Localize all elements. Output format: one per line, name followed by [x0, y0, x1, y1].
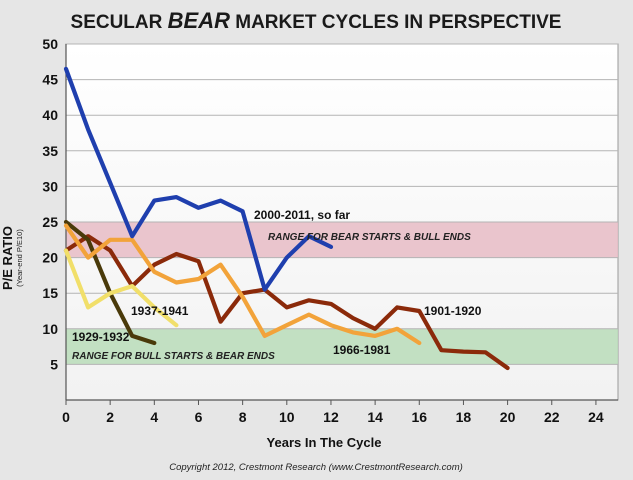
y-axis-sublabel-group: (Year-end P/E10) — [15, 229, 24, 287]
x-tick-label-9: 16 — [411, 409, 427, 425]
y-axis-label: P/E RATIO — [0, 226, 15, 290]
range-band-label-2: RANGE FOR BULL STARTS & BEAR ENDS — [72, 351, 275, 362]
chart-title-part-3: MARKET CYCLES IN PERSPECTIVE — [230, 12, 562, 33]
x-tick-label-10: 18 — [456, 409, 472, 425]
y-tick-label-7: 35 — [42, 143, 58, 159]
series-label-5: 2000-2011, so far — [254, 208, 350, 222]
chart-title-part-1: SECULAR — [71, 12, 168, 33]
x-axis-label: Years In The Cycle — [267, 435, 382, 450]
range-band-1 — [66, 222, 618, 258]
x-tick-label-7: 12 — [323, 409, 339, 425]
y-axis-label-group: P/E RATIO — [0, 226, 15, 290]
series-line-1 — [63, 234, 510, 371]
x-tick-label-1: 0 — [62, 409, 70, 425]
y-tick-label-10: 50 — [42, 36, 58, 52]
x-tick-label-12: 22 — [544, 409, 560, 425]
labels-layer: RANGE FOR BEAR STARTS & BULL ENDS RANGE F… — [72, 208, 482, 362]
x-tick-label-3: 4 — [150, 409, 158, 425]
y-tick-label-8: 40 — [42, 107, 58, 123]
y-tick-label-2: 10 — [42, 321, 58, 337]
y-tick-label-5: 25 — [42, 214, 58, 230]
x-tick-label-4: 6 — [195, 409, 203, 425]
range-band-2 — [66, 328, 618, 365]
x-tick-label-8: 14 — [367, 409, 383, 425]
x-tick-label-5: 8 — [239, 409, 247, 425]
x-tick-label-6: 10 — [279, 409, 295, 425]
y-tick-label-9: 45 — [42, 72, 58, 88]
series-label-1: 1901-1920 — [424, 304, 482, 318]
y-tick-label-1: 5 — [50, 356, 58, 372]
y-tick-label-3: 15 — [42, 285, 58, 301]
y-tick-label-6: 30 — [42, 178, 58, 194]
series-line-4 — [63, 223, 422, 346]
copyright-credit: Copyright 2012, Crestmont Research (www.… — [169, 462, 463, 473]
series-layer — [63, 66, 510, 371]
chart-title: SECULAR BEAR MARKET CYCLES IN PERSPECTIV… — [71, 8, 562, 33]
series-label-2: 1929-1932 — [72, 330, 130, 344]
y-tick-label-4: 20 — [42, 250, 58, 266]
series-label-4: 1966-1981 — [333, 343, 391, 357]
x-tick-label-11: 20 — [500, 409, 516, 425]
range-band-label-1: RANGE FOR BEAR STARTS & BULL ENDS — [268, 232, 471, 243]
series-label-3: 1937-1941 — [131, 304, 189, 318]
series-line-3 — [63, 248, 179, 328]
x-tick-label-2: 2 — [106, 409, 114, 425]
series-line-5 — [63, 66, 334, 292]
y-axis-sublabel: (Year-end P/E10) — [15, 229, 24, 287]
grid-layer — [66, 43, 618, 365]
x-tick-label-13: 24 — [588, 409, 604, 425]
bands-layer — [66, 222, 618, 365]
chart-title-emphasis: BEAR — [168, 8, 230, 33]
